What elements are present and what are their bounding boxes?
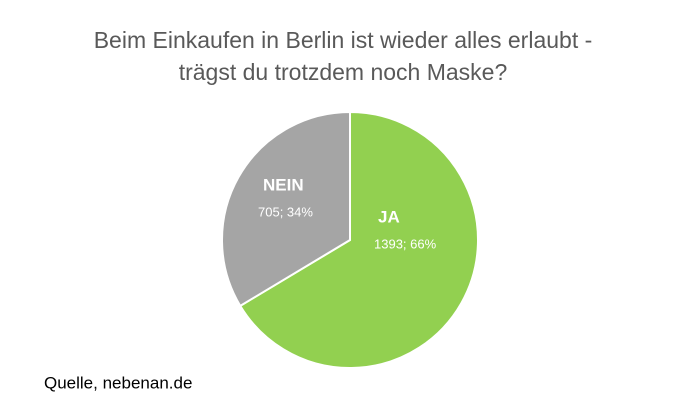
data-label: 705; 34% bbox=[258, 204, 313, 219]
pie: JA 1393; 66% NEIN 705; 34% bbox=[221, 110, 479, 369]
slice-category: JA bbox=[378, 207, 400, 226]
data-label: 1393; 66% bbox=[374, 236, 437, 251]
source: Quelle, nebenan.de bbox=[44, 373, 192, 392]
pie-slice bbox=[238, 110, 479, 369]
chart-title: trägst du trotzdem noch Maske? bbox=[179, 59, 508, 85]
pie-slice bbox=[221, 110, 351, 308]
chart-title: Beim Einkaufen in Berlin ist wieder alle… bbox=[94, 27, 593, 53]
slice-category: NEIN bbox=[263, 175, 304, 194]
